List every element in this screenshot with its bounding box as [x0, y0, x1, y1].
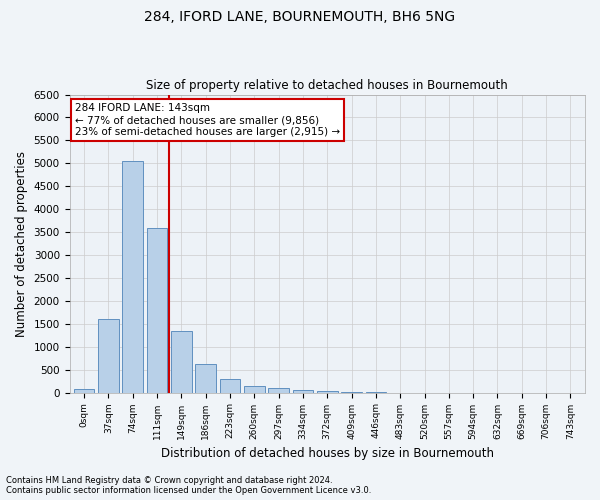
Text: 284 IFORD LANE: 143sqm
← 77% of detached houses are smaller (9,856)
23% of semi-: 284 IFORD LANE: 143sqm ← 77% of detached… [74, 104, 340, 136]
Bar [293, 390, 313, 392]
Y-axis label: Number of detached properties: Number of detached properties [15, 150, 28, 336]
Bar [196, 364, 216, 392]
Bar [220, 379, 241, 392]
Bar [74, 389, 94, 392]
Bar [147, 228, 167, 392]
X-axis label: Distribution of detached houses by size in Bournemouth: Distribution of detached houses by size … [161, 447, 494, 460]
Text: 284, IFORD LANE, BOURNEMOUTH, BH6 5NG: 284, IFORD LANE, BOURNEMOUTH, BH6 5NG [145, 10, 455, 24]
Title: Size of property relative to detached houses in Bournemouth: Size of property relative to detached ho… [146, 79, 508, 92]
Bar [98, 319, 119, 392]
Bar [122, 161, 143, 392]
Bar [268, 388, 289, 392]
Text: Contains HM Land Registry data © Crown copyright and database right 2024.
Contai: Contains HM Land Registry data © Crown c… [6, 476, 371, 495]
Bar [171, 330, 192, 392]
Bar [244, 386, 265, 392]
